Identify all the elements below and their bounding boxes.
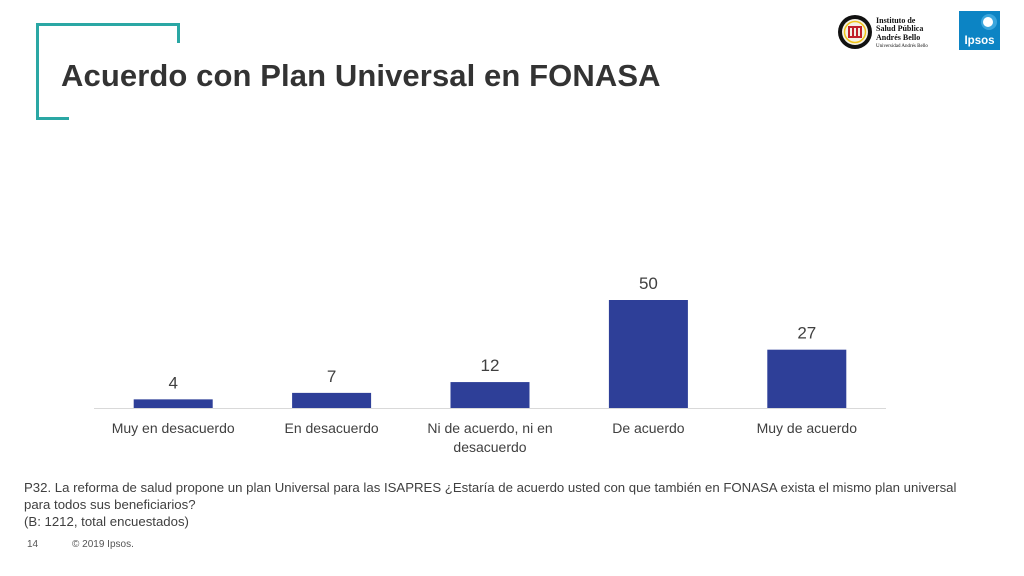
base-note: (B: 1212, total encuestados) [24, 514, 189, 529]
question-footnote: P32. La reforma de salud propone un plan… [24, 479, 984, 530]
bars-layer [133, 300, 847, 408]
copyright: © 2019 Ipsos. [72, 539, 134, 550]
title-frame-right [177, 23, 180, 43]
bar-chart: 4 Muy en desacuerdo 7 En desacuerdo 12 Ni de … [94, 274, 886, 455]
category-label-0-line-0: Muy en desacuerdo [112, 420, 235, 436]
category-label-4-line-0: Muy de acuerdo [757, 420, 858, 436]
question-text-line2: para todos sus beneficiarios? [24, 497, 196, 512]
isp-line-1: Instituto de [876, 16, 916, 25]
page-number: 14 [27, 539, 39, 550]
page-title: Acuerdo con Plan Universal en FONASA [61, 58, 661, 93]
data-label-2: 12 [481, 356, 500, 375]
category-label-2: Ni de acuerdo, ni en desacuerdo [427, 420, 552, 455]
category-label-3-line-0: De acuerdo [612, 420, 685, 436]
category-label-4: Muy de acuerdo [757, 420, 858, 436]
data-label-4: 27 [797, 324, 816, 343]
isp-name: Instituto de Salud Pública Andrés Bello [876, 16, 924, 42]
question-text-line1: P32. La reforma de salud propone un plan… [24, 480, 957, 495]
title-frame-top [36, 23, 180, 26]
title-frame-bottom [36, 117, 69, 120]
data-label-3: 50 [639, 274, 658, 293]
bar-4 [767, 349, 847, 408]
category-label-3: De acuerdo [612, 420, 685, 436]
data-label-0: 4 [168, 373, 177, 392]
seal-icon [838, 15, 872, 49]
bar-0 [133, 399, 213, 408]
category-label-0: Muy en desacuerdo [112, 420, 235, 436]
category-label-2-line-1: desacuerdo [453, 439, 526, 455]
isp-line-2: Salud Pública [876, 24, 924, 34]
labels-layer: 4 Muy en desacuerdo 7 En desacuerdo 12 Ni de … [112, 274, 857, 455]
category-label-1-line-0: En desacuerdo [285, 420, 379, 436]
isp-university: Universidad Andrés Bello [876, 44, 928, 49]
isp-line-3: Andrés Bello [876, 32, 921, 42]
bar-2 [450, 382, 530, 408]
data-label-1: 7 [327, 367, 336, 386]
ipsos-logo: Ipsos [959, 11, 1000, 50]
ipsos-logo-label: Ipsos [964, 35, 994, 47]
bar-1 [292, 392, 372, 408]
category-label-2-line-0: Ni de acuerdo, ni en [427, 420, 552, 436]
title-frame-left [36, 23, 39, 120]
category-label-1: En desacuerdo [285, 420, 379, 436]
bar-3 [608, 300, 688, 408]
isp-logo: Instituto de Salud Pública Andrés Bello … [837, 13, 939, 57]
